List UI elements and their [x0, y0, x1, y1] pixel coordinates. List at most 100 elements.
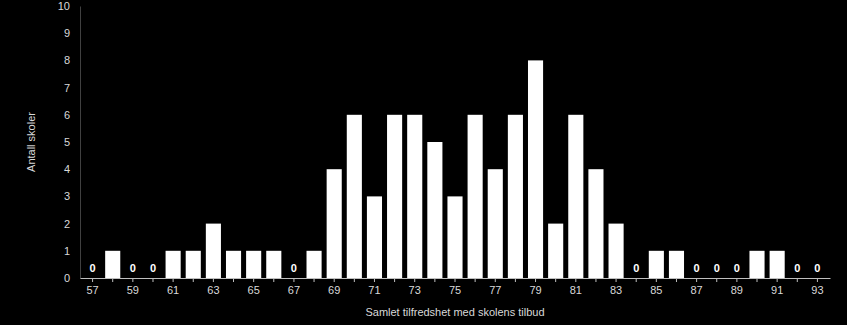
x-tick: 93: [811, 278, 823, 296]
bar: [488, 169, 503, 278]
x-tick-label: 83: [610, 284, 622, 296]
bar: [307, 251, 322, 278]
x-tick-mark: [757, 278, 758, 282]
y-tick-label: 0: [64, 272, 70, 284]
x-tick: [314, 278, 315, 282]
x-tick: 59: [127, 278, 139, 296]
bars: [105, 60, 785, 278]
x-tick: [757, 278, 758, 282]
y-tick-label: 3: [64, 190, 70, 202]
y-tick-label: 10: [58, 0, 70, 12]
background: [0, 0, 847, 325]
x-tick-label: 85: [650, 284, 662, 296]
y-tick: 6: [64, 109, 80, 121]
bar: [125, 278, 140, 279]
x-tick: [152, 278, 153, 282]
x-tick-label: 63: [207, 284, 219, 296]
x-tick: 85: [650, 278, 662, 296]
x-tick-label: 61: [167, 284, 179, 296]
x-tick: 69: [328, 278, 340, 296]
x-tick-mark: [394, 278, 395, 282]
y-tick-label: 4: [64, 163, 70, 175]
bar: [367, 196, 382, 278]
bar: [689, 278, 704, 279]
x-tick-mark: [173, 278, 174, 282]
data-label: 0: [130, 262, 136, 274]
x-tick-mark: [152, 278, 153, 282]
bar: [669, 251, 684, 278]
x-tick: [555, 278, 556, 282]
bar: [186, 251, 201, 278]
x-tick-mark: [736, 278, 737, 282]
x-tick: [434, 278, 435, 282]
x-tick-mark: [535, 278, 536, 282]
y-tick: 7: [64, 82, 80, 94]
x-tick-label: 71: [368, 284, 380, 296]
x-tick-mark: [676, 278, 677, 282]
bar: [609, 224, 624, 278]
x-tick-label: 73: [409, 284, 421, 296]
x-tick-mark: [374, 278, 375, 282]
x-tick: [273, 278, 274, 282]
data-label: 0: [814, 262, 820, 274]
bar: [85, 278, 100, 279]
x-tick-mark: [334, 278, 335, 282]
bar: [790, 278, 805, 279]
bar: [629, 278, 644, 279]
x-tick-mark: [253, 278, 254, 282]
y-tick: 8: [64, 54, 80, 66]
x-tick: 91: [771, 278, 783, 296]
y-tick-label: 1: [64, 245, 70, 257]
bar: [387, 115, 402, 278]
x-tick-mark: [777, 278, 778, 282]
data-label: 0: [90, 262, 96, 274]
y-tick-label: 7: [64, 82, 70, 94]
x-tick-mark: [213, 278, 214, 282]
bar: [508, 115, 523, 278]
x-tick-mark: [233, 278, 234, 282]
x-tick: 75: [449, 278, 461, 296]
y-axis-line: [80, 7, 81, 279]
x-tick-mark: [817, 278, 818, 282]
bar: [770, 251, 785, 278]
data-label: 0: [291, 262, 297, 274]
x-tick: [475, 278, 476, 282]
x-tick-label: 93: [811, 284, 823, 296]
x-tick: 61: [167, 278, 179, 296]
x-tick-label: 87: [690, 284, 702, 296]
x-tick: 63: [207, 278, 219, 296]
x-tick: [636, 278, 637, 282]
x-tick-mark: [716, 278, 717, 282]
y-tick: 9: [64, 27, 80, 39]
x-tick-label: 79: [529, 284, 541, 296]
x-tick: 89: [731, 278, 743, 296]
x-tick: [595, 278, 596, 282]
x-tick-mark: [314, 278, 315, 282]
bar: [649, 251, 664, 278]
x-tick: [394, 278, 395, 282]
x-tick-mark: [92, 278, 93, 282]
x-tick-mark: [696, 278, 697, 282]
x-tick-label: 57: [86, 284, 98, 296]
bar: [528, 60, 543, 278]
y-tick-label: 2: [64, 218, 70, 230]
data-label: 0: [694, 262, 700, 274]
data-labels: 0000000000: [90, 262, 821, 274]
x-tick: [797, 278, 798, 282]
bar: [266, 251, 281, 278]
x-tick-mark: [475, 278, 476, 282]
y-tick: 1: [64, 245, 80, 257]
bar: [729, 278, 744, 279]
x-tick-mark: [555, 278, 556, 282]
x-tick-mark: [495, 278, 496, 282]
bar: [145, 278, 160, 279]
x-tick-mark: [595, 278, 596, 282]
x-tick-mark: [515, 278, 516, 282]
bar: [548, 224, 563, 278]
x-tick-mark: [455, 278, 456, 282]
x-tick: 79: [529, 278, 541, 296]
bar: [427, 142, 442, 278]
x-tick: [354, 278, 355, 282]
x-tick-mark: [656, 278, 657, 282]
x-tick: 71: [368, 278, 380, 296]
